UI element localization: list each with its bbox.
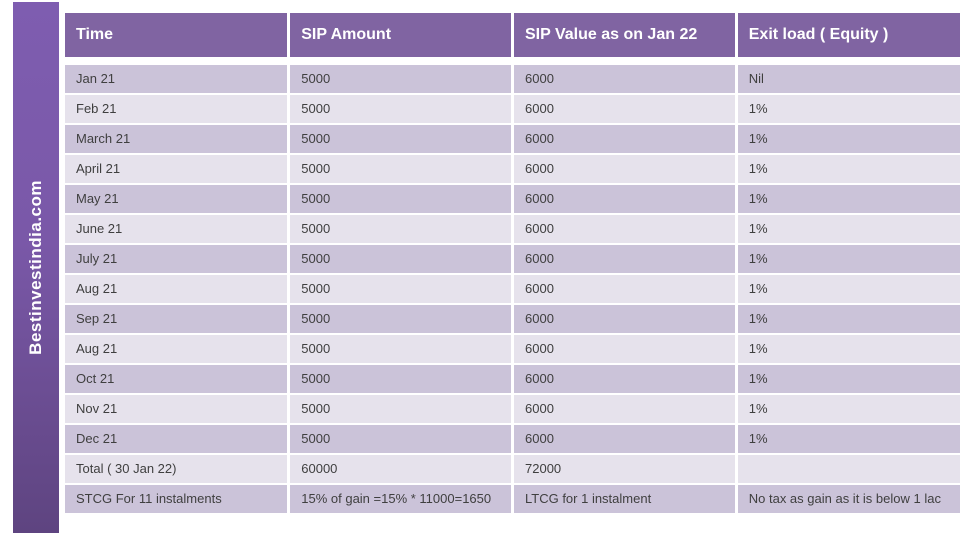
table-cell: March 21 xyxy=(65,124,291,155)
table-cell: 1% xyxy=(736,94,960,125)
table-row: June 21 5000 6000 1% xyxy=(65,214,960,245)
table-cell: 5000 xyxy=(288,334,514,365)
table-cell: No tax as gain as it is below 1 lac xyxy=(736,484,960,515)
table-row: Aug 21 5000 6000 1% xyxy=(65,334,960,365)
table-cell: 1% xyxy=(736,244,960,275)
table-row: March 21 5000 6000 1% xyxy=(65,124,960,155)
table-cell: Dec 21 xyxy=(65,424,291,455)
table-cell: 6000 xyxy=(512,154,738,185)
header-cell-sip-amount: SIP Amount xyxy=(288,13,514,65)
table-cell: 6000 xyxy=(512,304,738,335)
table-cell: June 21 xyxy=(65,214,291,245)
table-cell: Aug 21 xyxy=(65,274,291,305)
table-cell: 5000 xyxy=(288,94,514,125)
table-row: April 21 5000 6000 1% xyxy=(65,154,960,185)
brand-sidebar: Bestinvestindia.com xyxy=(13,2,59,533)
table-row: Total ( 30 Jan 22) 60000 72000 xyxy=(65,454,960,485)
sip-table-container: Time SIP Amount SIP Value as on Jan 22 E… xyxy=(65,13,960,515)
table-cell: Feb 21 xyxy=(65,94,291,125)
table-row: Oct 21 5000 6000 1% xyxy=(65,364,960,395)
table-row: STCG For 11 instalments 15% of gain =15% … xyxy=(65,484,960,515)
table-row: July 21 5000 6000 1% xyxy=(65,244,960,275)
header-row: Time SIP Amount SIP Value as on Jan 22 E… xyxy=(65,13,960,65)
header-cell-sip-value: SIP Value as on Jan 22 xyxy=(512,13,738,65)
table-row: Aug 21 5000 6000 1% xyxy=(65,274,960,305)
table-cell: April 21 xyxy=(65,154,291,185)
table-cell: 5000 xyxy=(288,154,514,185)
table-cell: 6000 xyxy=(512,244,738,275)
table-row: Jan 21 5000 6000 Nil xyxy=(65,61,960,95)
table-cell: 5000 xyxy=(288,394,514,425)
table-cell: Aug 21 xyxy=(65,334,291,365)
table-cell: 60000 xyxy=(288,454,514,485)
table-row: Nov 21 5000 6000 1% xyxy=(65,394,960,425)
table-body: Jan 21 5000 6000 Nil Feb 21 5000 6000 1% March 2… xyxy=(65,61,960,515)
table-cell: 1% xyxy=(736,424,960,455)
table-cell: 1% xyxy=(736,334,960,365)
table-cell: 1% xyxy=(736,364,960,395)
table-row: Feb 21 5000 6000 1% xyxy=(65,94,960,125)
table-cell: 5000 xyxy=(288,274,514,305)
table-cell: May 21 xyxy=(65,184,291,215)
table-cell: Nil xyxy=(736,61,960,95)
table-cell: 6000 xyxy=(512,124,738,155)
table-row: Sep 21 5000 6000 1% xyxy=(65,304,960,335)
sip-table: Time SIP Amount SIP Value as on Jan 22 E… xyxy=(65,13,960,515)
table-cell: 15% of gain =15% * 11000=1650 xyxy=(288,484,514,515)
table-cell: 5000 xyxy=(288,184,514,215)
table-cell: 72000 xyxy=(512,454,738,485)
table-cell: 6000 xyxy=(512,94,738,125)
table-cell: 5000 xyxy=(288,424,514,455)
table-cell: 5000 xyxy=(288,364,514,395)
table-cell: 5000 xyxy=(288,304,514,335)
table-cell: 6000 xyxy=(512,61,738,95)
table-cell: 6000 xyxy=(512,184,738,215)
table-cell xyxy=(736,454,960,485)
table-cell: Sep 21 xyxy=(65,304,291,335)
table-cell: 5000 xyxy=(288,61,514,95)
table-cell: 5000 xyxy=(288,244,514,275)
table-cell: 1% xyxy=(736,304,960,335)
table-cell: Nov 21 xyxy=(65,394,291,425)
table-cell: 6000 xyxy=(512,334,738,365)
table-cell: 1% xyxy=(736,184,960,215)
table-cell: 5000 xyxy=(288,124,514,155)
table-cell: 5000 xyxy=(288,214,514,245)
table-cell: 6000 xyxy=(512,364,738,395)
header-cell-time: Time xyxy=(65,13,291,65)
table-cell: Total ( 30 Jan 22) xyxy=(65,454,291,485)
table-cell: 1% xyxy=(736,274,960,305)
brand-text: Bestinvestindia.com xyxy=(26,180,45,355)
table-cell: 1% xyxy=(736,214,960,245)
table-cell: 6000 xyxy=(512,424,738,455)
table-cell: 6000 xyxy=(512,214,738,245)
table-cell: LTCG for 1 instalment xyxy=(512,484,738,515)
table-cell: 6000 xyxy=(512,274,738,305)
table-cell: July 21 xyxy=(65,244,291,275)
header-cell-exit-load: Exit load ( Equity ) xyxy=(736,13,960,65)
table-cell: STCG For 11 instalments xyxy=(65,484,291,515)
table-cell: 1% xyxy=(736,394,960,425)
table-row: May 21 5000 6000 1% xyxy=(65,184,960,215)
table-cell: 6000 xyxy=(512,394,738,425)
table-cell: 1% xyxy=(736,154,960,185)
table-cell: Jan 21 xyxy=(65,61,291,95)
table-header: Time SIP Amount SIP Value as on Jan 22 E… xyxy=(65,13,960,65)
table-cell: Oct 21 xyxy=(65,364,291,395)
table-cell: 1% xyxy=(736,124,960,155)
table-row: Dec 21 5000 6000 1% xyxy=(65,424,960,455)
